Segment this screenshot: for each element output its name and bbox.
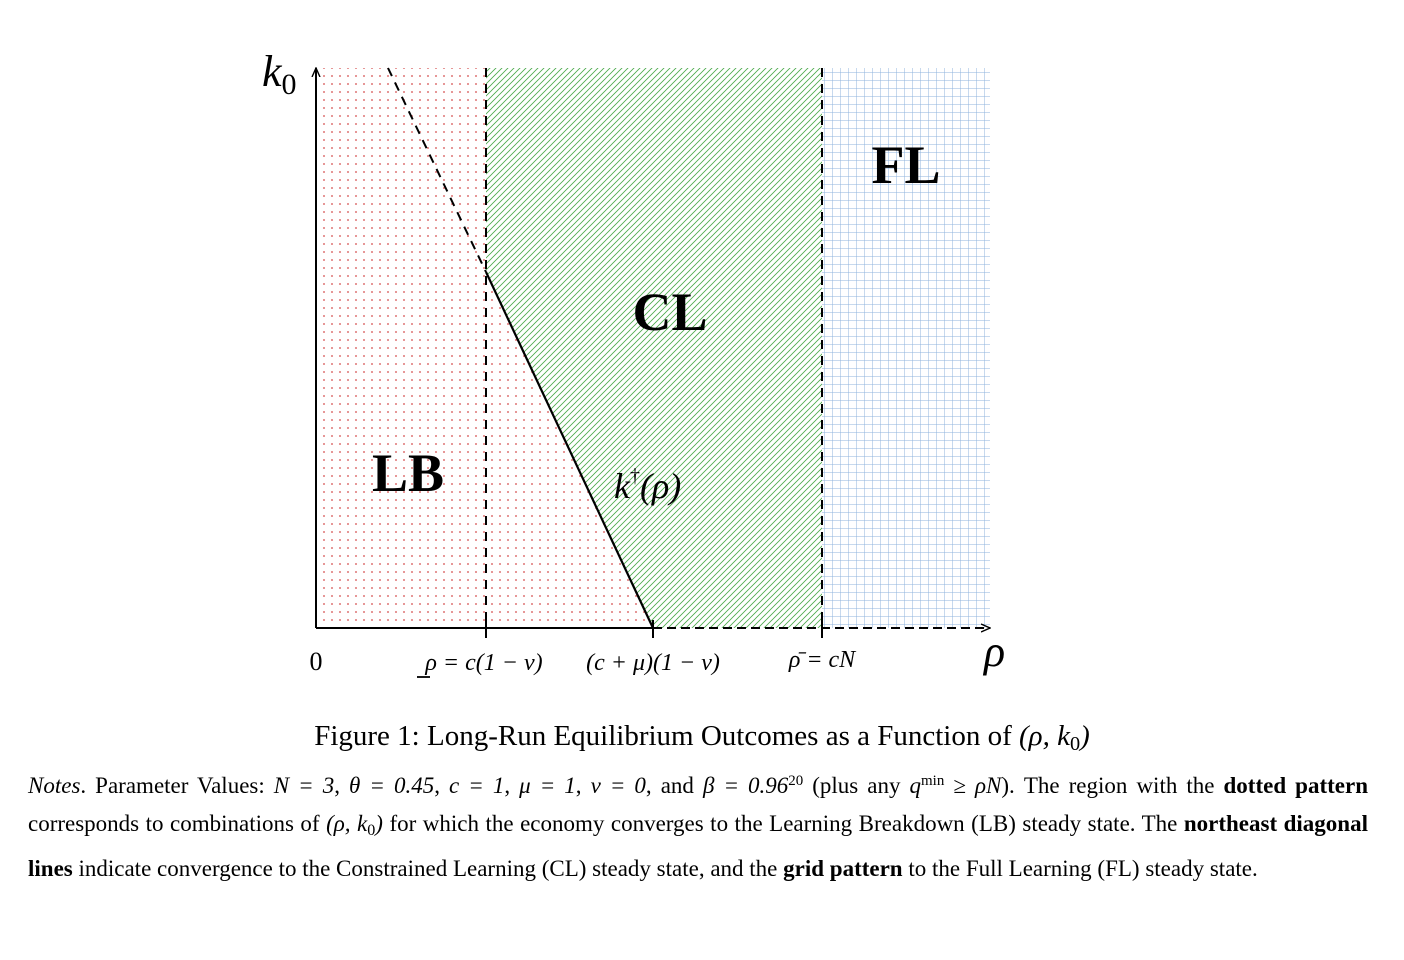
tick-label-rho-lower: ρ = c(1 − ν)	[424, 650, 542, 676]
x-axis-label: ρ	[982, 627, 1005, 676]
notes-label: Notes	[28, 773, 81, 799]
caption-text: Figure 1: Long-Run Equilibrium Outcomes …	[314, 720, 1019, 752]
diagonal-lines-term: northeast diagonal lines	[28, 811, 1368, 882]
region-label-lb: LB	[372, 443, 444, 503]
caption-math: (ρ, k0)	[1019, 720, 1090, 756]
tick-label-rho-bar: ρ̄ = cN	[788, 647, 857, 673]
grid-pattern-term: grid pattern	[783, 856, 903, 882]
cl-region	[486, 68, 822, 628]
y-axis-label: k0	[262, 47, 297, 101]
equilibrium-outcomes-diagram: k0 ρ 0 ρ = c(1 − ν) (c + μ)(1 − ν) ρ̄ = …	[262, 47, 1005, 678]
region-label-cl: CL	[632, 282, 707, 342]
origin-label: 0	[310, 647, 323, 676]
fl-region	[822, 68, 990, 628]
dotted-pattern-term: dotted pattern	[1223, 773, 1368, 799]
k-dagger-label: k†(ρ)	[614, 465, 681, 506]
tick-label-c-mu: (c + μ)(1 − ν)	[586, 650, 720, 676]
lb-region	[316, 68, 653, 628]
figure-notes: Notes. Parameter Values: N = 3, θ = 0.45…	[28, 773, 1368, 882]
k-dagger-curve	[485, 271, 654, 629]
k-dagger-extension	[387, 67, 487, 273]
figure-caption: Figure 1: Long-Run Equilibrium Outcomes …	[0, 720, 1404, 756]
region-label-fl: FL	[871, 135, 940, 195]
